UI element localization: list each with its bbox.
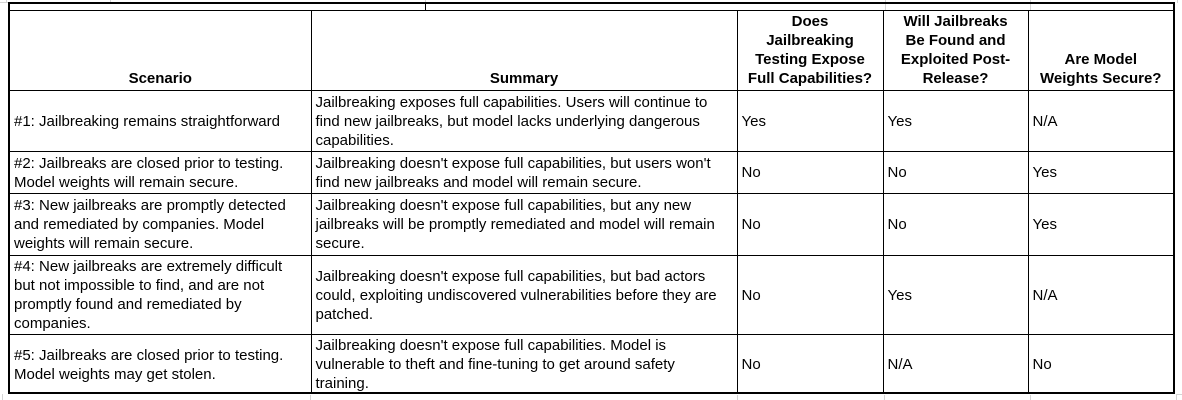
table-row: #2: Jailbreaks are closed prior to testi… xyxy=(10,151,1173,194)
table-row: #3: New jailbreaks are promptly detected… xyxy=(10,193,1173,256)
table-row: #5: Jailbreaks are closed prior to testi… xyxy=(10,334,1173,394)
table-row: #4: New jailbreaks are extremely difficu… xyxy=(10,255,1173,335)
worksheet-gridline xyxy=(1176,394,1182,395)
cell-expose-answer: No xyxy=(736,151,884,194)
cell-expose-answer: Yes xyxy=(736,90,884,152)
cell-secure-answer: Yes xyxy=(1027,151,1173,194)
worksheet-gridline xyxy=(425,0,426,3)
header-expose-capabilities: Does Jailbreaking Testing Expose Full Ca… xyxy=(736,10,884,91)
cell-scenario: #3: New jailbreaks are promptly detected… xyxy=(10,193,312,256)
worksheet-gridline xyxy=(2,394,3,400)
cell-expose-answer: No xyxy=(736,334,884,394)
header-weights-secure: Are Model Weights Secure? xyxy=(1027,10,1173,91)
cell-exploited-answer: Yes xyxy=(882,255,1029,335)
cell-exploited-answer: Yes xyxy=(882,90,1029,152)
worksheet-gridline xyxy=(1176,394,1177,400)
worksheet-gridline xyxy=(1177,0,1178,3)
cell-secure-answer: No xyxy=(1027,334,1173,394)
cell-summary: Jailbreaking doesn't expose full capabil… xyxy=(310,193,738,256)
scenarios-table-box: Scenario Summary Does Jailbreaking Testi… xyxy=(8,2,1175,394)
worksheet-gridline xyxy=(737,395,738,400)
header-found-exploited: Will Jailbreaks Be Found and Exploited P… xyxy=(882,10,1029,91)
cell-exploited-answer: N/A xyxy=(882,334,1029,394)
cell-scenario: #1: Jailbreaking remains straightforward xyxy=(10,90,312,152)
worksheet-gridline xyxy=(310,395,311,400)
header-row: Scenario Summary Does Jailbreaking Testi… xyxy=(10,10,1173,91)
worksheet-gridline xyxy=(0,2,8,3)
cell-summary: Jailbreaking doesn't expose full capabil… xyxy=(310,255,738,335)
cell-expose-answer: No xyxy=(736,193,884,256)
cell-summary: Jailbreaking doesn't expose full capabil… xyxy=(310,334,738,394)
cell-exploited-answer: No xyxy=(882,193,1029,256)
cell-summary: Jailbreaking exposes full capabilities. … xyxy=(310,90,738,152)
cell-scenario: #5: Jailbreaks are closed prior to testi… xyxy=(10,334,312,394)
cell-secure-answer: N/A xyxy=(1027,255,1173,335)
table-row: #1: Jailbreaking remains straightforward… xyxy=(10,90,1173,152)
worksheet-gridline xyxy=(1030,0,1031,10)
worksheet-gridline xyxy=(885,0,886,10)
scenarios-table: Scenario Summary Does Jailbreaking Testi… xyxy=(10,10,1173,394)
worksheet-gridline xyxy=(1030,395,1031,400)
spacer-cell-border xyxy=(425,3,426,10)
worksheet-gridline xyxy=(884,395,885,400)
cell-secure-answer: N/A xyxy=(1027,90,1173,152)
cell-scenario: #4: New jailbreaks are extremely difficu… xyxy=(10,255,312,335)
worksheet-gridline xyxy=(6,0,7,3)
header-summary: Summary xyxy=(310,10,738,91)
worksheet-gridline xyxy=(110,0,111,3)
cell-expose-answer: No xyxy=(736,255,884,335)
cell-exploited-answer: No xyxy=(882,151,1029,194)
header-scenario: Scenario xyxy=(10,10,312,91)
cell-summary: Jailbreaking doesn't expose full capabil… xyxy=(310,151,738,194)
cell-secure-answer: Yes xyxy=(1027,193,1173,256)
cell-scenario: #2: Jailbreaks are closed prior to testi… xyxy=(10,151,312,194)
